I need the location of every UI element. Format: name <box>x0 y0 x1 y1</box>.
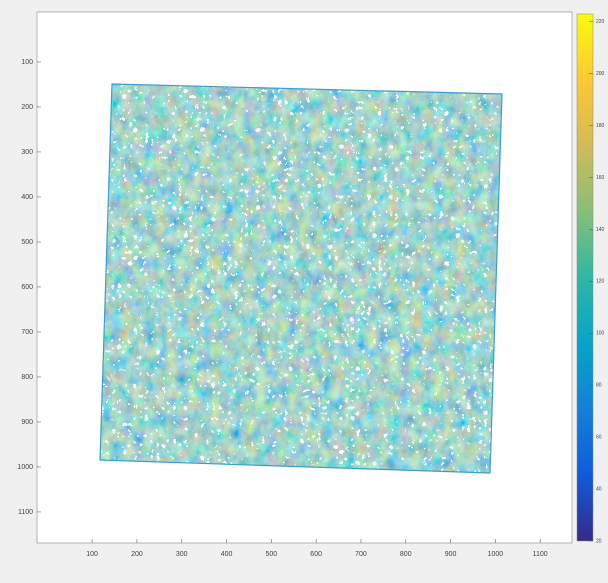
y-tick-label: 300 <box>21 149 33 156</box>
y-tick-label: 1000 <box>17 464 33 471</box>
x-tick-label: 1000 <box>488 551 504 558</box>
x-tick-label: 300 <box>176 551 188 558</box>
colorbar-tick-label: 80 <box>596 383 602 389</box>
y-tick-label: 700 <box>21 329 33 336</box>
x-tick-label: 900 <box>445 551 457 558</box>
colorbar-tick-label: 180 <box>596 123 605 129</box>
colorbar-tick-label: 20 <box>596 538 602 544</box>
colorbar-tick-label: 200 <box>596 71 605 77</box>
colorbar-tick-label: 40 <box>596 486 602 492</box>
y-tick-label: 400 <box>21 194 33 201</box>
colorbar-tick-label: 160 <box>596 175 605 181</box>
x-tick-label: 100 <box>86 551 98 558</box>
y-tick-label: 600 <box>21 284 33 291</box>
colorbar-tick-label: 100 <box>596 331 605 337</box>
colorbar-tick-label: 120 <box>596 279 605 285</box>
y-tick-label: 1100 <box>18 509 33 516</box>
colorbar-tick-label: 220 <box>596 19 605 25</box>
colorbar <box>576 13 594 542</box>
x-tick-label: 400 <box>221 551 233 558</box>
image-border <box>99 83 503 474</box>
y-tick-label: 900 <box>21 419 33 426</box>
x-tick-label: 700 <box>355 551 367 558</box>
y-tick-label: 200 <box>21 104 33 111</box>
y-tick-label: 100 <box>21 59 33 66</box>
x-tick-label: 800 <box>400 551 412 558</box>
x-tick-label: 500 <box>265 551 277 558</box>
x-tick-label: 600 <box>310 551 322 558</box>
raster-image <box>100 84 502 473</box>
colorbar-tick-label: 60 <box>596 434 602 440</box>
y-tick-label: 800 <box>21 374 33 381</box>
colorbar-tick-label: 140 <box>596 227 605 233</box>
y-tick-label: 500 <box>21 239 33 246</box>
x-tick-label: 1100 <box>533 551 548 558</box>
x-tick-label: 200 <box>131 551 143 558</box>
